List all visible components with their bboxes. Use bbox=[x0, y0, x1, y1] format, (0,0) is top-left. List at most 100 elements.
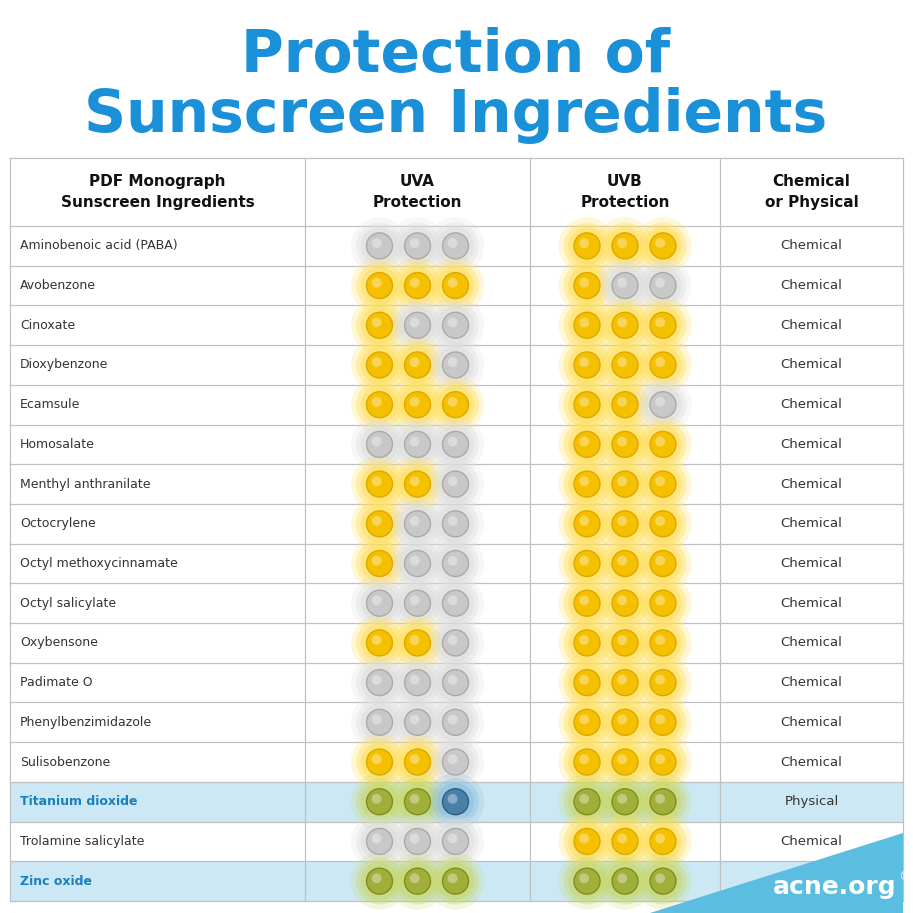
Circle shape bbox=[361, 505, 398, 542]
Circle shape bbox=[399, 466, 436, 503]
Circle shape bbox=[447, 794, 457, 803]
Circle shape bbox=[404, 828, 431, 855]
Circle shape bbox=[645, 505, 682, 542]
Circle shape bbox=[432, 341, 479, 388]
Circle shape bbox=[635, 614, 692, 672]
Circle shape bbox=[372, 397, 382, 407]
Circle shape bbox=[617, 238, 627, 248]
Circle shape bbox=[351, 376, 408, 434]
Circle shape bbox=[645, 227, 682, 265]
Circle shape bbox=[650, 709, 676, 735]
Circle shape bbox=[568, 664, 606, 701]
Circle shape bbox=[356, 341, 403, 388]
Text: Ecamsule: Ecamsule bbox=[20, 398, 80, 411]
Circle shape bbox=[612, 431, 638, 457]
Text: Chemical: Chemical bbox=[781, 636, 843, 649]
Circle shape bbox=[427, 733, 484, 791]
Circle shape bbox=[443, 233, 468, 259]
Circle shape bbox=[563, 818, 611, 865]
Text: Physical: Physical bbox=[784, 795, 839, 808]
Circle shape bbox=[612, 471, 638, 497]
Circle shape bbox=[394, 659, 441, 706]
Circle shape bbox=[640, 857, 687, 905]
Circle shape bbox=[372, 715, 382, 724]
Circle shape bbox=[635, 773, 692, 830]
Circle shape bbox=[559, 733, 615, 791]
Circle shape bbox=[650, 789, 676, 814]
Text: Padimate O: Padimate O bbox=[20, 677, 92, 689]
Circle shape bbox=[389, 336, 446, 394]
Circle shape bbox=[394, 540, 441, 587]
Circle shape bbox=[645, 704, 682, 741]
Circle shape bbox=[612, 510, 638, 537]
Circle shape bbox=[596, 297, 654, 354]
Circle shape bbox=[650, 828, 676, 855]
Circle shape bbox=[579, 794, 589, 803]
Circle shape bbox=[650, 510, 676, 537]
Circle shape bbox=[436, 466, 475, 503]
Circle shape bbox=[645, 584, 682, 622]
Circle shape bbox=[351, 456, 408, 513]
Circle shape bbox=[650, 352, 676, 378]
Circle shape bbox=[596, 535, 654, 593]
Circle shape bbox=[602, 699, 648, 746]
Circle shape bbox=[574, 590, 600, 616]
Circle shape bbox=[650, 392, 676, 417]
Circle shape bbox=[635, 574, 692, 632]
Text: Cinoxate: Cinoxate bbox=[20, 319, 75, 331]
Circle shape bbox=[563, 620, 611, 666]
Circle shape bbox=[394, 620, 441, 666]
Circle shape bbox=[602, 302, 648, 349]
Circle shape bbox=[650, 669, 676, 696]
Circle shape bbox=[436, 227, 475, 265]
Circle shape bbox=[356, 223, 403, 269]
Polygon shape bbox=[650, 833, 903, 913]
Circle shape bbox=[635, 456, 692, 513]
Circle shape bbox=[361, 425, 398, 463]
Circle shape bbox=[568, 267, 606, 304]
Circle shape bbox=[656, 715, 665, 724]
Circle shape bbox=[366, 630, 393, 656]
Circle shape bbox=[447, 238, 457, 248]
Circle shape bbox=[574, 392, 600, 417]
Circle shape bbox=[574, 273, 600, 299]
Circle shape bbox=[579, 595, 589, 605]
Circle shape bbox=[645, 466, 682, 503]
Circle shape bbox=[366, 510, 393, 537]
Circle shape bbox=[640, 341, 687, 388]
Circle shape bbox=[443, 431, 468, 457]
Circle shape bbox=[356, 262, 403, 309]
Circle shape bbox=[656, 556, 665, 565]
Circle shape bbox=[640, 461, 687, 508]
Circle shape bbox=[443, 551, 468, 576]
Circle shape bbox=[579, 675, 589, 685]
Circle shape bbox=[596, 574, 654, 632]
Circle shape bbox=[443, 669, 468, 696]
Circle shape bbox=[635, 654, 692, 711]
Circle shape bbox=[372, 834, 382, 844]
Circle shape bbox=[410, 436, 420, 446]
Circle shape bbox=[356, 540, 403, 587]
Circle shape bbox=[399, 704, 436, 741]
Circle shape bbox=[568, 425, 606, 463]
Circle shape bbox=[436, 307, 475, 344]
Circle shape bbox=[432, 857, 479, 905]
Circle shape bbox=[612, 749, 638, 775]
Circle shape bbox=[635, 217, 692, 275]
Circle shape bbox=[351, 614, 408, 672]
Circle shape bbox=[436, 743, 475, 781]
Circle shape bbox=[366, 749, 393, 775]
Circle shape bbox=[635, 853, 692, 909]
Circle shape bbox=[404, 352, 431, 378]
Circle shape bbox=[404, 789, 431, 814]
Circle shape bbox=[351, 733, 408, 791]
Circle shape bbox=[612, 551, 638, 576]
Circle shape bbox=[579, 318, 589, 328]
Circle shape bbox=[568, 466, 606, 503]
Circle shape bbox=[432, 421, 479, 467]
Circle shape bbox=[568, 624, 606, 662]
Circle shape bbox=[606, 823, 644, 860]
Circle shape bbox=[612, 630, 638, 656]
Circle shape bbox=[447, 397, 457, 407]
Circle shape bbox=[447, 556, 457, 565]
